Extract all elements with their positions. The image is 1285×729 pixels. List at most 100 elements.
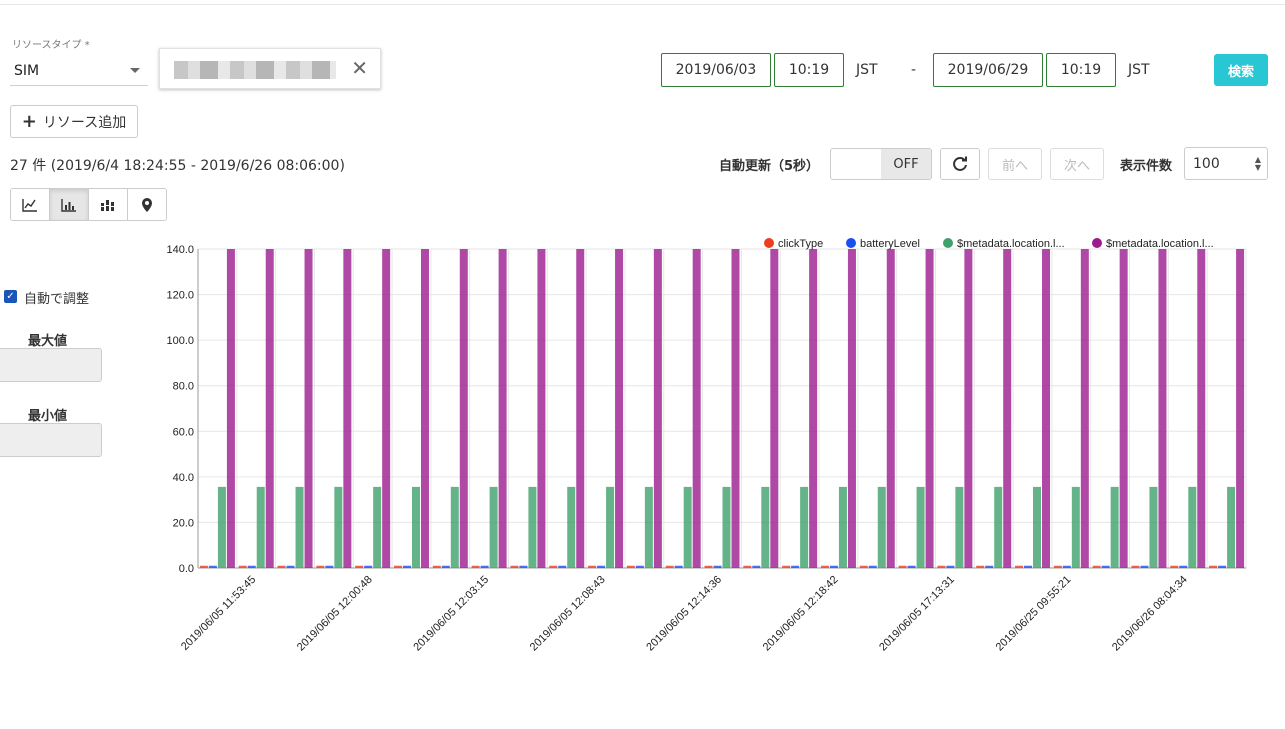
resource-type-value: SIM <box>14 63 40 79</box>
bar <box>1197 249 1206 568</box>
result-count: 27 件 (2019/6/4 18:24:55 - 2019/6/26 08:0… <box>10 158 345 174</box>
bar <box>820 565 829 568</box>
bar <box>1033 486 1042 568</box>
bar <box>743 565 752 568</box>
bar <box>976 565 985 568</box>
bar <box>489 486 498 568</box>
y-tick-label: 100.0 <box>166 335 194 347</box>
to-timezone: JST <box>1128 62 1150 78</box>
max-value-input[interactable] <box>0 348 102 382</box>
x-tick-label: 2019/06/05 11:53:45 <box>179 574 258 653</box>
auto-refresh-label: 自動更新（5秒） <box>719 159 820 174</box>
view-mode-group <box>10 188 167 221</box>
from-timezone: JST <box>856 62 878 78</box>
bar <box>247 565 256 568</box>
bar <box>1140 565 1149 568</box>
to-time-input[interactable]: 10:19 <box>1046 53 1116 87</box>
bar <box>597 565 606 568</box>
bar <box>877 486 886 568</box>
bar <box>653 249 662 568</box>
next-page-button[interactable]: 次へ <box>1050 148 1104 180</box>
per-page-select[interactable]: 100 ▲ ▼ <box>1184 147 1268 180</box>
bar <box>626 565 635 568</box>
redacted-resource-id <box>174 61 336 79</box>
bar <box>1042 249 1051 568</box>
bar <box>537 249 546 568</box>
bar <box>955 486 964 568</box>
bar <box>859 565 868 568</box>
line-chart-view-button[interactable] <box>11 189 50 220</box>
map-view-button[interactable] <box>128 189 166 220</box>
per-page-value: 100 <box>1193 155 1220 172</box>
x-tick-label: 2019/06/05 17:13:31 <box>877 574 957 654</box>
bar <box>364 565 373 568</box>
bar <box>1053 565 1062 568</box>
bar <box>761 486 770 568</box>
stacked-bar-view-button[interactable] <box>89 189 128 220</box>
selected-resource-chip[interactable]: ✕ <box>159 48 381 89</box>
bar <box>1119 249 1128 568</box>
bar <box>829 565 838 568</box>
bar <box>432 565 441 568</box>
x-tick-label: 2019/06/26 08:04:34 <box>1110 574 1190 654</box>
bar <box>549 565 558 568</box>
y-tick-label: 120.0 <box>166 290 194 302</box>
bar <box>498 249 507 568</box>
bar <box>286 565 295 568</box>
y-tick-label: 80.0 <box>173 381 194 393</box>
chevron-down-icon <box>130 68 140 73</box>
bar <box>606 486 615 568</box>
refresh-button[interactable] <box>940 148 980 180</box>
bar <box>713 565 722 568</box>
bar <box>886 249 895 568</box>
refresh-icon <box>953 156 967 171</box>
from-date-input[interactable]: 2019/06/03 <box>661 53 771 87</box>
plus-icon: + <box>21 110 37 132</box>
auto-refresh-toggle[interactable]: OFF <box>830 148 932 180</box>
legend-swatch <box>846 238 856 248</box>
close-icon[interactable]: ✕ <box>351 56 368 80</box>
x-tick-label: 2019/06/25 09:55:21 <box>994 574 1074 654</box>
bar <box>1101 565 1110 568</box>
bar <box>683 486 692 568</box>
bar <box>1071 486 1080 568</box>
bar <box>510 565 519 568</box>
from-time-input[interactable]: 10:19 <box>774 53 844 87</box>
bar <box>304 249 313 568</box>
search-button[interactable]: 検索 <box>1214 54 1268 86</box>
stacked-bar-chart-icon <box>101 199 114 211</box>
bar <box>644 486 653 568</box>
legend-swatch <box>943 238 953 248</box>
bar <box>295 486 304 568</box>
auto-adjust-checkbox[interactable]: ✓ <box>4 290 17 303</box>
bar <box>402 565 411 568</box>
bar <box>782 565 791 568</box>
bar <box>752 565 761 568</box>
bar <box>847 249 856 568</box>
auto-adjust-label: 自動で調整 <box>24 292 90 307</box>
bar <box>731 249 740 568</box>
x-tick-label: 2019/06/05 12:18:42 <box>761 574 841 654</box>
y-tick-label: 60.0 <box>173 426 194 438</box>
bar <box>925 249 934 568</box>
bar <box>692 249 701 568</box>
bar <box>316 565 325 568</box>
x-tick-label: 2019/06/05 12:08:43 <box>528 574 608 654</box>
bar <box>355 565 364 568</box>
top-divider <box>0 4 1285 5</box>
legend-swatch <box>764 238 774 248</box>
add-resource-button[interactable]: + リソース追加 <box>10 105 138 138</box>
range-separator: - <box>911 62 917 78</box>
add-resource-label: リソース追加 <box>42 114 127 131</box>
min-value-label: 最小値 <box>28 409 68 424</box>
bar <box>704 565 713 568</box>
min-value-input[interactable] <box>0 423 102 457</box>
to-date-input[interactable]: 2019/06/29 <box>933 53 1043 87</box>
bar <box>635 565 644 568</box>
y-tick-label: 0.0 <box>179 563 194 575</box>
bar-chart-view-button[interactable] <box>50 189 89 220</box>
prev-page-button[interactable]: 前へ <box>988 148 1042 180</box>
bar <box>985 565 994 568</box>
resource-type-select[interactable]: SIM <box>10 56 148 86</box>
bar <box>450 486 459 568</box>
